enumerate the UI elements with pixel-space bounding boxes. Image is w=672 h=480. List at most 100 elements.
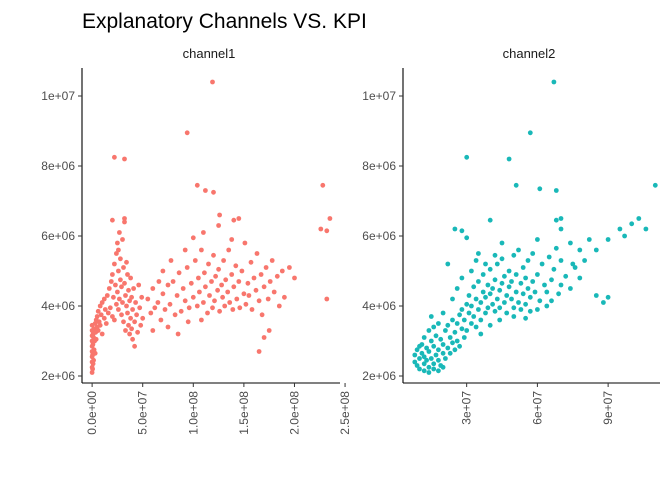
data-point xyxy=(123,293,128,298)
data-point xyxy=(629,221,635,227)
data-point xyxy=(197,289,202,295)
data-point xyxy=(523,275,528,281)
data-point xyxy=(457,343,462,349)
data-point xyxy=(125,310,130,316)
data-point xyxy=(126,287,131,293)
data-point xyxy=(116,247,121,253)
data-point xyxy=(443,356,448,361)
data-point xyxy=(190,235,196,241)
x-ticks: 0.0e+00 5.0e+07 1.0e+08 1.5e+08 2.0e+08 2.5e+… xyxy=(85,383,352,435)
data-point xyxy=(436,347,441,353)
y-ticks: 2e+06 4e+06 6e+06 8e+06 1e+07 xyxy=(362,89,403,383)
data-point xyxy=(89,370,95,375)
data-point xyxy=(542,282,547,288)
data-point xyxy=(115,240,120,246)
data-point xyxy=(97,303,103,309)
data-point xyxy=(454,338,460,344)
data-point xyxy=(426,370,432,375)
data-point xyxy=(98,312,104,318)
data-point xyxy=(156,279,162,284)
data-point xyxy=(229,272,235,277)
data-point xyxy=(421,368,427,374)
data-point xyxy=(447,350,453,356)
point-layer xyxy=(89,79,333,375)
data-point xyxy=(186,305,192,311)
data-point xyxy=(150,286,156,291)
data-point xyxy=(134,312,140,318)
data-point xyxy=(126,322,131,328)
data-point xyxy=(129,326,135,332)
data-point xyxy=(129,294,135,300)
data-point xyxy=(145,296,151,302)
data-point xyxy=(553,217,559,223)
data-point xyxy=(426,364,432,370)
data-point xyxy=(271,289,277,295)
data-point xyxy=(558,282,564,288)
data-point xyxy=(424,345,429,351)
data-point xyxy=(190,294,196,300)
data-point xyxy=(150,328,156,333)
data-point xyxy=(487,322,493,328)
data-point xyxy=(282,294,287,300)
data-point xyxy=(419,350,425,356)
data-point xyxy=(487,291,493,297)
data-point xyxy=(140,315,146,321)
data-point xyxy=(110,217,115,223)
data-point xyxy=(459,275,465,281)
data-point xyxy=(527,130,533,136)
data-point xyxy=(445,345,451,351)
data-point xyxy=(220,294,226,300)
y-tick-label: 2e+06 xyxy=(41,369,75,383)
data-point xyxy=(249,307,255,312)
data-point xyxy=(92,350,98,356)
data-point xyxy=(125,272,130,277)
data-point xyxy=(119,284,124,290)
data-point xyxy=(165,324,171,330)
data-point xyxy=(233,263,239,269)
data-point xyxy=(431,324,437,330)
data-point xyxy=(487,217,493,223)
data-point xyxy=(652,182,658,188)
data-point xyxy=(121,319,126,325)
data-point xyxy=(118,277,123,283)
data-point xyxy=(199,247,204,253)
data-point xyxy=(221,258,227,263)
data-point xyxy=(261,284,267,290)
data-point xyxy=(520,291,526,297)
data-point xyxy=(417,356,422,361)
data-point xyxy=(279,268,285,274)
data-point xyxy=(112,317,117,323)
data-point xyxy=(209,279,214,284)
data-point xyxy=(433,352,439,358)
data-point xyxy=(483,294,488,300)
data-point xyxy=(236,279,242,284)
panel-strip-label: channel2 xyxy=(503,46,556,61)
data-point xyxy=(227,300,233,305)
data-point xyxy=(509,296,514,302)
data-point xyxy=(492,252,498,258)
data-point xyxy=(457,312,462,318)
data-point xyxy=(206,261,211,267)
data-point xyxy=(128,275,134,281)
data-point xyxy=(127,331,132,337)
data-point xyxy=(480,289,486,295)
data-point xyxy=(256,298,262,304)
data-point xyxy=(117,296,122,302)
data-point xyxy=(544,289,550,295)
data-point xyxy=(168,258,174,263)
data-point xyxy=(263,265,269,270)
data-point xyxy=(320,182,326,188)
data-point xyxy=(454,321,460,326)
data-point xyxy=(504,310,510,316)
data-point xyxy=(577,275,583,281)
data-point xyxy=(436,357,441,363)
data-point xyxy=(237,305,243,311)
y-tick-label: 6e+06 xyxy=(362,229,396,243)
data-point xyxy=(494,261,500,267)
data-point xyxy=(251,275,257,281)
data-point xyxy=(511,305,517,311)
data-point xyxy=(172,312,178,318)
data-point xyxy=(485,282,491,288)
data-point xyxy=(469,321,474,326)
data-point xyxy=(450,340,455,346)
